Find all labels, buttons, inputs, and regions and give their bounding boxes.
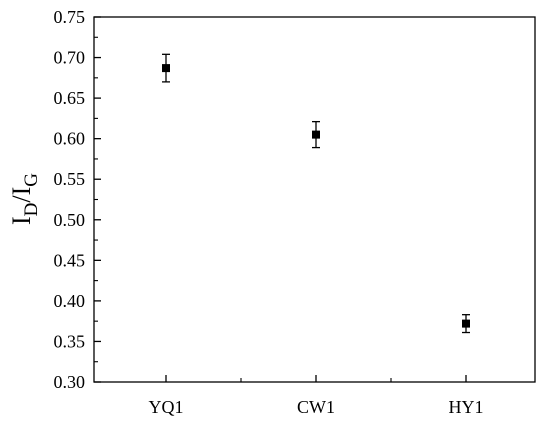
y-tick-label: 0.60 [54, 129, 86, 149]
data-point-square [312, 130, 320, 139]
x-axis: YQ1 CW1 HY1 [149, 375, 484, 417]
y-tick-label: 0.75 [54, 7, 86, 27]
y-tick-label: 0.50 [54, 210, 86, 230]
x-tick-label: HY1 [449, 397, 484, 417]
data-series [162, 53, 470, 334]
y-tick-label: 0.65 [54, 88, 86, 108]
y-tick-label: 0.45 [54, 250, 86, 270]
y-axis: 0.30 0.35 0.40 0.45 0.50 0.55 0.60 0.65 0.70 0.75 [54, 7, 101, 392]
y-tick-label: 0.40 [54, 291, 86, 311]
y-tick-label: 0.30 [54, 372, 86, 392]
y-tick-label: 0.35 [54, 331, 86, 351]
x-tick-label: CW1 [297, 397, 335, 417]
data-point-square [462, 319, 470, 328]
y-tick-label: 0.70 [54, 48, 86, 68]
x-tick-label: YQ1 [149, 397, 184, 417]
y-tick-label: 0.55 [54, 169, 86, 189]
data-point-square [162, 64, 170, 73]
y-axis-title: ID/IG [7, 173, 42, 225]
